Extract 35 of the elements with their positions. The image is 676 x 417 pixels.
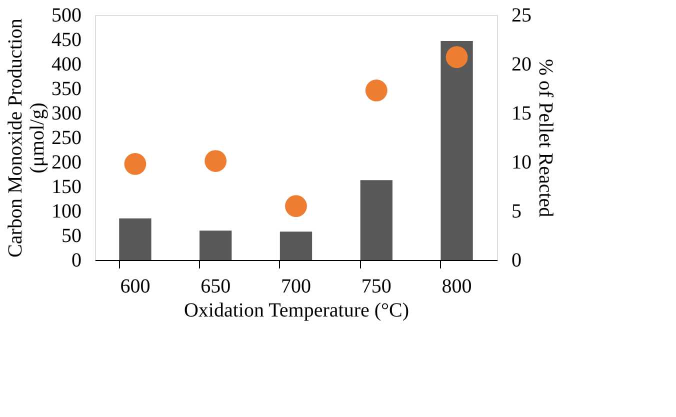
y2-tick-label: 0 [512, 250, 522, 272]
point [285, 195, 307, 218]
bar [119, 218, 152, 260]
y-tick-label: 400 [52, 54, 82, 76]
y2-tick-label: 20 [512, 54, 532, 76]
y-axis-title: Carbon Monoxide Production (μmol/g) [4, 18, 48, 258]
bar [200, 230, 232, 260]
y2-tick-label: 25 [512, 4, 532, 26]
y2-axis-title: % of Pellet Reacted [534, 58, 556, 218]
point [204, 150, 227, 172]
point [365, 80, 388, 102]
y2-tick-label: 5 [512, 200, 522, 222]
y2-tick-label: 15 [512, 102, 532, 124]
point [124, 153, 146, 175]
x-tick-label: 750 [361, 276, 392, 298]
x-tick-label: 800 [442, 276, 472, 298]
x-tick-label: 650 [200, 276, 231, 298]
y-tick-label: 50 [62, 225, 82, 247]
x-tick-label: 600 [120, 276, 150, 298]
y2-tick-label: 10 [512, 152, 532, 174]
bar [280, 232, 312, 260]
y-tick-label: 500 [52, 4, 82, 26]
y-tick-label: 300 [52, 102, 82, 124]
y-tick-label: 350 [52, 78, 82, 100]
y-tick-label: 0 [72, 250, 82, 272]
x-axis-title: Oxidation Temperature (°C) [184, 300, 410, 322]
y-tick-label: 100 [52, 200, 82, 222]
y-tick-label: 450 [52, 29, 82, 51]
point [446, 46, 468, 68]
x-tick-label: 700 [281, 276, 311, 298]
y-tick-label: 200 [52, 152, 82, 174]
y-tick-label: 250 [52, 127, 82, 149]
bar [440, 40, 473, 260]
bar [360, 180, 392, 260]
y-tick-label: 150 [52, 176, 82, 198]
